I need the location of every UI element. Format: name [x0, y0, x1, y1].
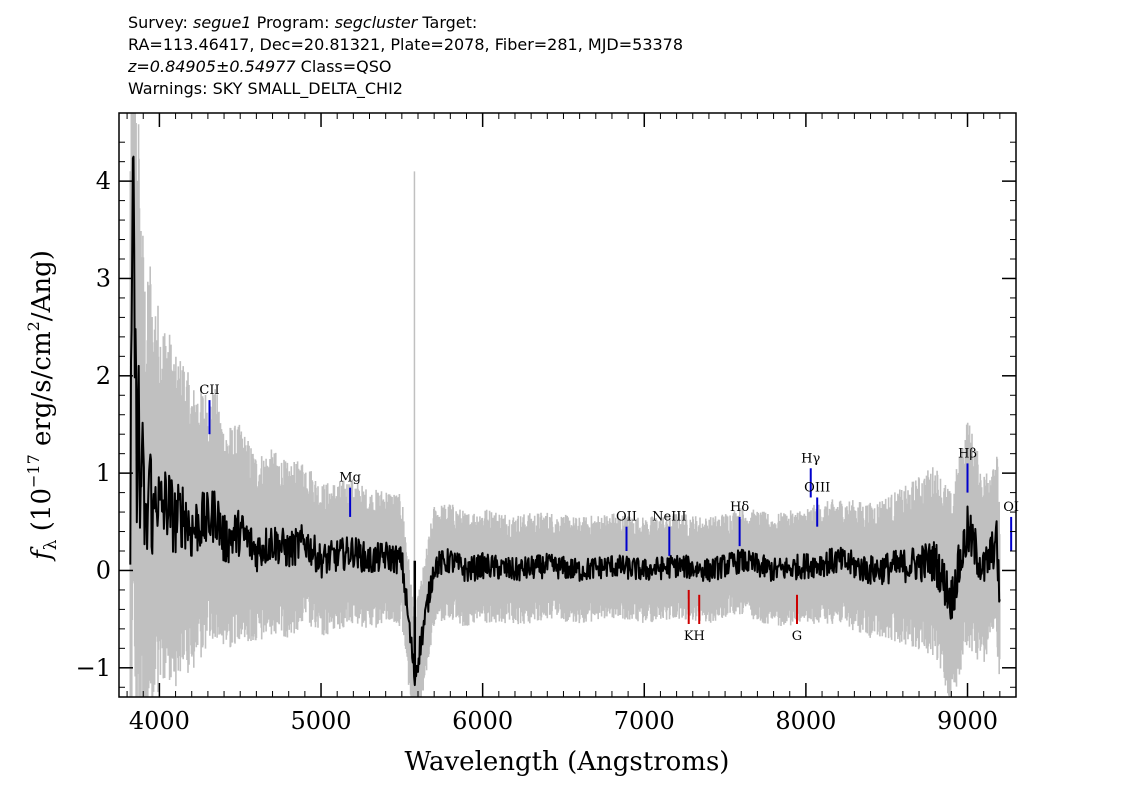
x-tick-label: 6000: [452, 707, 513, 735]
line-marker-label: K: [684, 629, 694, 644]
line-marker-hδ: Hδ: [730, 500, 749, 547]
header-line-survey: Survey: segue1 Program: segcluster Targe…: [128, 12, 683, 34]
line-marker-label: Hγ: [801, 451, 820, 466]
y-tick-label: 2: [96, 362, 111, 390]
line-marker-label: Hδ: [730, 500, 749, 515]
program-label: Program:: [256, 13, 330, 32]
axis-ticks: 4000 5000 6000 7000 8000 9000 −1 0 1 2 3 4: [76, 113, 1017, 735]
line-marker-k: K: [684, 589, 694, 644]
spectrum-header: Survey: segue1 Program: segcluster Targe…: [128, 12, 683, 100]
spectral-line-markers: CII Mg OII NeIII Hδ Hγ OIII Hβ OI K H G: [199, 383, 1019, 644]
line-marker-label: CII: [199, 383, 219, 398]
y-tick-label: 3: [96, 264, 111, 292]
x-tick-label: 4000: [129, 707, 190, 735]
program-value: segcluster: [334, 13, 418, 32]
x-tick-label: 5000: [290, 707, 351, 735]
plot-frame: [118, 112, 1017, 698]
line-marker-label: NeIII: [652, 510, 686, 525]
y-tick-label: −1: [76, 654, 111, 682]
header-line-coordinates: RA=113.46417, Dec=20.81321, Plate=2078, …: [128, 35, 684, 54]
flux-line: [129, 155, 1001, 687]
survey-label: Survey:: [128, 13, 188, 32]
line-marker-label: OIII: [804, 480, 830, 495]
line-marker-label: OI: [1003, 500, 1019, 515]
line-marker-label: H: [694, 629, 705, 644]
line-marker-oi: OI: [1003, 500, 1019, 551]
y-tick-label: 0: [96, 556, 111, 584]
line-marker-hβ: Hβ: [958, 446, 977, 493]
redshift-value: z=0.84905±0.54977: [128, 57, 296, 76]
flux-series: [129, 155, 1001, 687]
line-marker-neiii: NeIII: [652, 510, 687, 556]
x-axis-title: Wavelength (Angstroms): [405, 747, 730, 777]
y-tick-label: 1: [96, 459, 111, 487]
line-marker-label: OII: [616, 510, 637, 525]
header-line-warnings: Warnings: SKY SMALL_DELTA_CHI2: [128, 79, 403, 98]
x-tick-label: 7000: [614, 707, 675, 735]
line-marker-label: Hβ: [958, 446, 977, 461]
line-marker-oii: OII: [616, 510, 637, 551]
line-marker-oiii: OIII: [804, 480, 830, 527]
line-marker-h: H: [694, 594, 705, 644]
line-marker-g: G: [792, 594, 802, 644]
line-marker-label: Mg: [339, 471, 361, 486]
y-axis-title: fλ (10−17 erg/s/cm2/Ang): [24, 250, 61, 562]
line-marker-mg: Mg: [339, 471, 361, 517]
header-line-redshift: z=0.84905±0.54977 Class=QSO: [128, 56, 683, 78]
line-marker-hγ: Hγ: [801, 451, 821, 498]
class-value: Class=QSO: [300, 57, 392, 76]
x-tick-label: 8000: [775, 707, 836, 735]
target-label: Target:: [422, 13, 478, 32]
x-tick-label: 9000: [937, 707, 998, 735]
survey-value: segue1: [192, 13, 252, 32]
y-tick-label: 4: [96, 167, 111, 195]
line-marker-cii: CII: [199, 383, 220, 435]
line-marker-label: G: [792, 629, 802, 644]
